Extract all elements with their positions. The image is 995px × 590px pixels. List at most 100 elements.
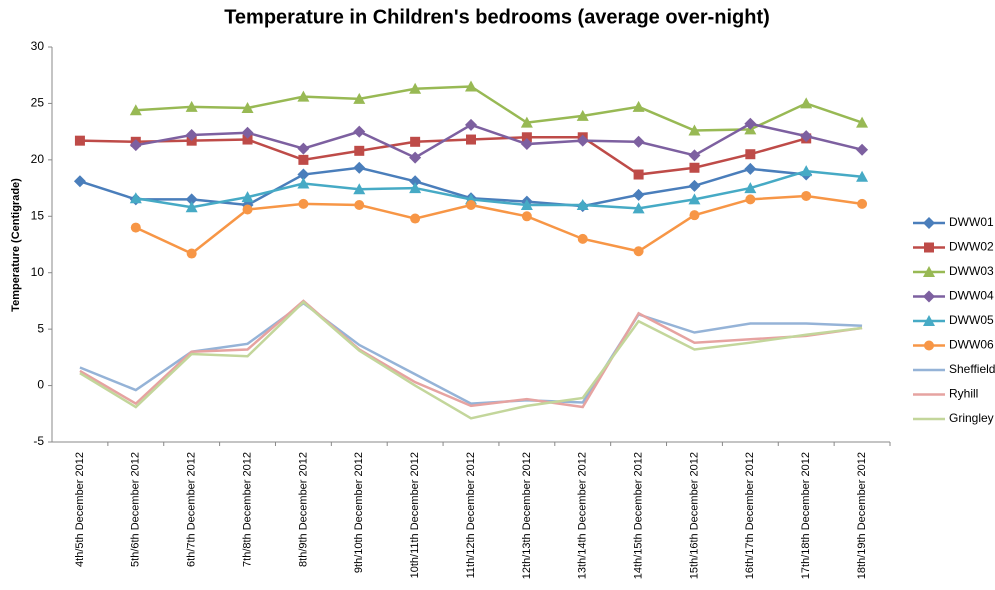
x-tick-label: 13th/14th December 2012: [577, 452, 589, 579]
marker: [241, 126, 254, 139]
marker: [745, 149, 756, 160]
marker: [242, 134, 253, 145]
x-tick-label: 16th/17th December 2012: [744, 452, 756, 579]
x-tick-label: 17th/18th December 2012: [800, 452, 812, 579]
marker: [74, 135, 85, 146]
x-tick-label: 10th/11th December 2012: [409, 452, 421, 578]
marker: [744, 162, 757, 175]
marker: [185, 100, 198, 112]
marker: [409, 82, 422, 94]
marker: [633, 246, 644, 257]
line: [135, 194, 863, 255]
y-tick-label: 5: [37, 321, 44, 335]
marker: [409, 182, 422, 194]
legend-label: DWW06: [949, 338, 994, 352]
legend-label: Gringley: [949, 411, 994, 425]
marker: [129, 139, 142, 152]
legend-label: Ryhill: [949, 387, 978, 401]
x-tick-label: 6th/7th December 2012: [186, 452, 198, 567]
marker: [129, 104, 142, 116]
marker: [241, 101, 254, 113]
marker: [688, 124, 701, 136]
marker: [857, 198, 868, 209]
legend-label: Sheffield: [949, 362, 995, 376]
marker: [520, 138, 533, 151]
marker: [856, 116, 869, 128]
marker: [353, 92, 366, 104]
marker: [632, 202, 645, 214]
marker: [744, 117, 757, 130]
x-tick-label: 4th/5th December 2012: [74, 452, 86, 567]
line: [79, 301, 863, 405]
y-axis-label: Temperature (Centigrade): [10, 178, 22, 312]
x-tick-label: 12th/13th December 2012: [521, 452, 533, 579]
x-tick-label: 11th/12th December 2012: [465, 452, 477, 578]
marker: [297, 177, 310, 189]
marker: [923, 290, 935, 303]
marker: [466, 134, 476, 145]
marker: [410, 213, 421, 224]
y-tick-label: 20: [31, 152, 45, 166]
x-tick-label: 18th/19th December 2012: [856, 452, 868, 579]
marker: [466, 200, 476, 210]
marker: [465, 118, 477, 131]
marker: [800, 130, 813, 143]
marker: [409, 151, 422, 164]
y-tick-label: -5: [33, 434, 44, 448]
marker: [130, 222, 141, 233]
marker: [353, 125, 366, 138]
marker: [632, 188, 645, 201]
marker: [688, 179, 701, 192]
legend-label: DWW03: [949, 264, 994, 278]
marker: [73, 175, 86, 188]
x-tick-label: 15th/16th December 2012: [688, 452, 700, 579]
marker: [576, 109, 589, 121]
marker: [632, 100, 645, 112]
marker: [577, 233, 588, 244]
marker: [688, 149, 701, 162]
x-tick-label: 5th/6th December 2012: [130, 452, 142, 567]
marker: [520, 116, 533, 128]
marker: [856, 170, 869, 182]
marker: [745, 194, 756, 205]
marker: [801, 190, 812, 201]
y-tick-label: 15: [31, 208, 45, 222]
marker: [856, 143, 869, 156]
marker: [576, 199, 589, 210]
marker: [298, 198, 309, 209]
marker: [297, 168, 310, 181]
marker: [129, 192, 142, 204]
marker: [465, 80, 477, 92]
marker: [185, 193, 198, 206]
marker: [298, 154, 309, 165]
marker: [186, 248, 197, 259]
x-tick-label: 14th/15th December 2012: [633, 452, 645, 579]
marker: [185, 201, 198, 213]
marker: [354, 200, 365, 210]
marker: [633, 169, 644, 180]
x-tick-label: 9th/10th December 2012: [353, 452, 365, 573]
legend-label: DWW05: [949, 313, 994, 327]
legend-label: DWW02: [949, 240, 994, 254]
y-tick-label: 10: [31, 265, 45, 279]
marker: [297, 90, 310, 102]
line: [79, 299, 863, 409]
marker: [520, 199, 533, 210]
marker: [923, 266, 935, 277]
marker: [354, 145, 365, 156]
marker: [632, 135, 645, 148]
marker: [353, 183, 366, 195]
x-tick-label: 7th/8th December 2012: [241, 452, 253, 567]
marker: [410, 136, 421, 147]
marker: [521, 211, 532, 222]
chart-title: Temperature in Children's bedrooms (aver…: [224, 6, 770, 28]
marker: [241, 191, 254, 203]
marker: [353, 161, 366, 174]
marker: [923, 217, 935, 229]
marker: [576, 134, 589, 147]
marker: [800, 165, 813, 177]
marker: [800, 97, 813, 109]
line: [79, 300, 863, 420]
marker: [297, 142, 310, 155]
